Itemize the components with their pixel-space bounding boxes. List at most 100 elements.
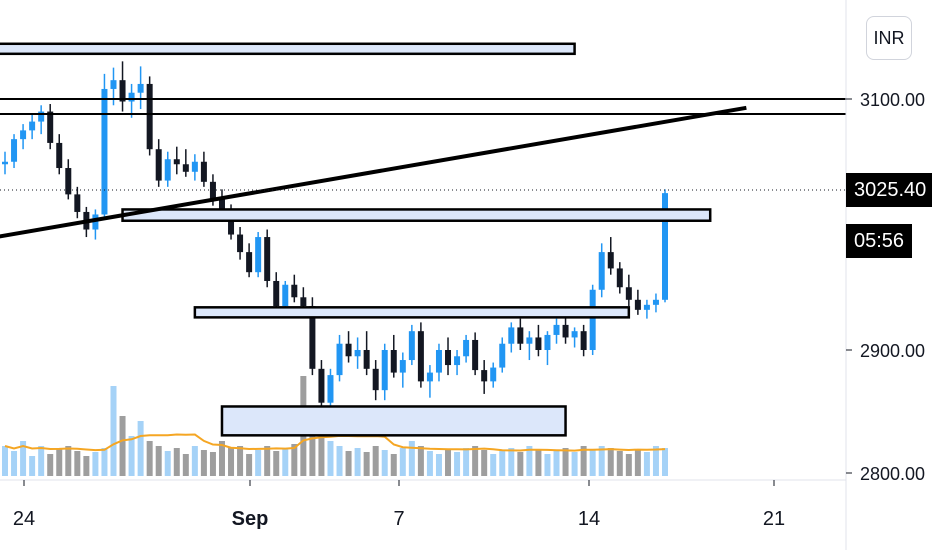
candle-body [164, 159, 171, 181]
candle-body [345, 343, 352, 357]
volume-bar [390, 454, 397, 476]
volume-bar [571, 452, 578, 476]
candle-body [29, 121, 36, 131]
volume-bar [146, 441, 153, 476]
volume-bar [345, 451, 352, 476]
candle-body [463, 339, 470, 357]
volume-bar [200, 450, 207, 476]
candle-body [426, 372, 433, 382]
volume-bar [354, 448, 361, 476]
volume-bar [327, 441, 334, 476]
candle-body [571, 331, 578, 338]
zone-rectangle [193, 306, 631, 319]
candle-body [173, 159, 180, 165]
candle-body [155, 149, 162, 181]
volume-bar [381, 450, 388, 476]
candle-body [273, 280, 280, 307]
candle-body [481, 370, 488, 382]
volume-bar [472, 446, 479, 476]
volume-bar [209, 452, 216, 476]
volume-bar [454, 452, 461, 476]
volume-bar [643, 452, 650, 476]
volume-bar [435, 454, 442, 476]
volume-bar [74, 451, 81, 476]
candle-body [110, 80, 117, 89]
candle-body [11, 139, 18, 162]
date-label-14: 14 [578, 508, 600, 530]
candle-body [137, 83, 144, 93]
zone-rectangle [0, 42, 576, 56]
candle-body [643, 304, 650, 310]
candle-body [580, 331, 587, 350]
candle-body [291, 284, 298, 298]
volume-bar [408, 441, 415, 476]
candle-body [417, 331, 424, 382]
candle-body [336, 343, 343, 376]
volume-bar [399, 448, 406, 476]
volume-bar [155, 446, 162, 476]
zone-rectangle [220, 405, 567, 437]
candle-body [399, 360, 406, 373]
candle-body [517, 327, 524, 344]
trendline [0, 105, 747, 239]
currency-button[interactable]: INR [866, 16, 912, 60]
price-label-3100: 3100.00 [860, 90, 925, 110]
volume-bar [137, 421, 144, 476]
candle-body [634, 299, 641, 310]
volume-bar [607, 448, 614, 476]
volume-bar [191, 446, 198, 476]
volume-bar [318, 436, 325, 476]
candle-body [616, 268, 623, 288]
candle-body [237, 234, 244, 253]
volume-bar [652, 446, 659, 476]
last-price-tag: 3025.40 [846, 173, 932, 207]
volume-bar [544, 454, 551, 476]
volume-bar [417, 446, 424, 476]
candle-body [562, 324, 569, 338]
candle-body [56, 142, 63, 169]
volume-bar [29, 456, 36, 476]
candle-body [38, 111, 45, 122]
candle-body [472, 339, 479, 371]
candle-body [246, 252, 253, 273]
candle-body [119, 80, 126, 102]
volume-bar [634, 450, 641, 476]
volume-bar [218, 441, 225, 476]
volume-bar [246, 454, 253, 476]
volume-bar [38, 446, 45, 476]
candle-body [209, 181, 216, 200]
volume-bar [445, 450, 452, 476]
candle-body [662, 193, 668, 300]
candle-body [652, 299, 659, 305]
zone-rectangle [121, 208, 712, 222]
volume-bar [83, 456, 90, 476]
candle-body [264, 237, 271, 281]
candle-body [92, 214, 99, 230]
volume-bar [526, 446, 533, 476]
volume-bar [553, 451, 560, 476]
price-axis-panel[interactable] [846, 0, 932, 550]
candle-body [435, 350, 442, 373]
volume-bar [463, 448, 470, 476]
volume-bar [508, 448, 515, 476]
volume-bar [56, 448, 63, 476]
date-label-21: 21 [763, 508, 785, 530]
candle-body [607, 252, 614, 269]
volume-bar [173, 448, 180, 476]
candle-body [255, 237, 262, 273]
candle-body [544, 334, 551, 350]
candle-body [200, 161, 207, 182]
volume-bar [20, 441, 27, 476]
candle-body [372, 368, 379, 391]
candle-body [598, 252, 605, 290]
volume-bar [164, 451, 171, 476]
bar-countdown-tag: 05:56 [846, 224, 913, 258]
candle-body [553, 324, 560, 335]
candle-body [282, 284, 289, 307]
drawings[interactable] [0, 42, 846, 437]
volume-bar [182, 454, 189, 476]
volume-bar [2, 446, 8, 476]
candle-body [146, 83, 153, 150]
date-label-7: 7 [393, 508, 404, 530]
